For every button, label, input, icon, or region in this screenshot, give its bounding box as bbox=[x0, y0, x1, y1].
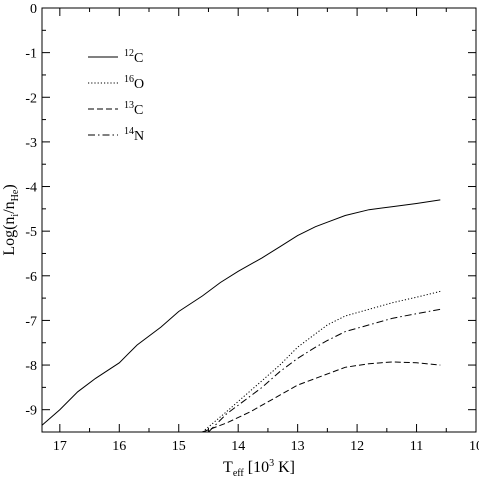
y-axis-title: Log(ni/nHe) bbox=[1, 184, 21, 255]
y-tick-label: -5 bbox=[25, 225, 37, 240]
x-tick-label: 10 bbox=[469, 439, 479, 454]
x-tick-label: 17 bbox=[53, 439, 67, 454]
y-tick-label: -8 bbox=[25, 359, 37, 374]
data-series bbox=[41, 199, 441, 433]
y-tick-label: -6 bbox=[25, 270, 37, 285]
y-tick-label: -2 bbox=[25, 91, 37, 106]
legend-label: 12C bbox=[124, 48, 143, 66]
series-line-14N bbox=[208, 308, 441, 433]
plot-frame bbox=[41, 7, 477, 433]
x-tick-label: 15 bbox=[172, 439, 186, 454]
axis-ticks bbox=[42, 7, 477, 433]
y-tick-label: -4 bbox=[25, 181, 37, 196]
series-line-16O bbox=[202, 290, 441, 433]
y-tick-label: -9 bbox=[25, 404, 37, 419]
legend: 12C 16O 13C 14N bbox=[88, 48, 144, 144]
legend-label: 13C bbox=[124, 100, 143, 118]
y-tick-label: -1 bbox=[25, 47, 37, 62]
legend-label: 16O bbox=[124, 74, 144, 92]
x-tick-label: 14 bbox=[231, 439, 245, 454]
axis-tick-labels: 17 16 15 14 13 12 11 10 0 -1 -2 -3 -4 -5 -6 -7 -8 -9 bbox=[25, 2, 479, 454]
legend-label: 14N bbox=[124, 126, 144, 144]
series-line-13C bbox=[202, 361, 441, 433]
x-axis-title: Teff [103 K] bbox=[223, 458, 295, 479]
y-tick-label: 0 bbox=[30, 2, 37, 17]
series-line-12C bbox=[41, 199, 441, 426]
x-tick-label: 11 bbox=[410, 439, 423, 454]
y-tick-label: -3 bbox=[25, 136, 37, 151]
x-tick-label: 12 bbox=[350, 439, 364, 454]
x-tick-label: 16 bbox=[112, 439, 126, 454]
x-tick-label: 13 bbox=[291, 439, 305, 454]
y-tick-label: -7 bbox=[25, 314, 37, 329]
